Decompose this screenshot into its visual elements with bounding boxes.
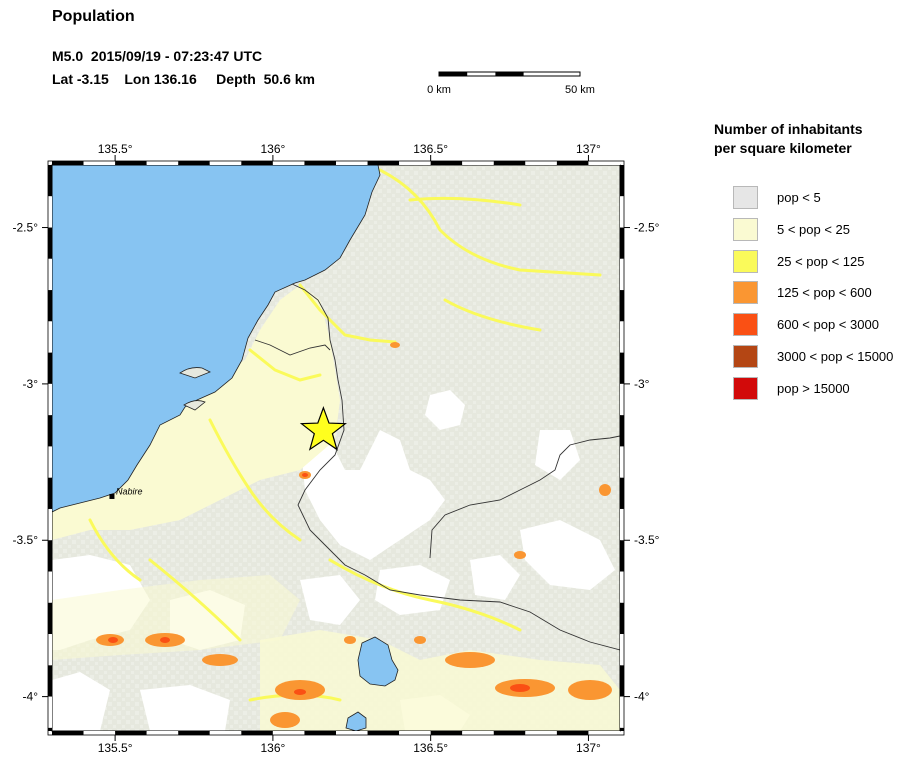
lat-tick-label-left: -3° (23, 377, 39, 391)
bay-water (52, 165, 381, 513)
lat-tick-label-right: -4° (634, 690, 650, 704)
population-high-density (96, 342, 612, 728)
lat-tick-label-right: -2.5° (634, 221, 660, 235)
lon-tick-label-bottom: 137° (576, 741, 601, 755)
lake (357, 636, 399, 687)
map-area: Nabire (52, 165, 620, 731)
island (179, 367, 211, 379)
lon-tick-label-top: 135.5° (98, 142, 133, 156)
lat-tick-label-left: -4° (23, 690, 39, 704)
axis-labels: 135.5° 135.5° 136° 136° 136.5° 136.5° 137° 137°… (13, 142, 660, 755)
lon-tick-label-top: 136° (260, 142, 285, 156)
legend-label: 3000 < pop < 15000 (777, 349, 894, 364)
location-info: Lat -3.15 Lon 136.16 Depth 50.6 km (52, 71, 315, 87)
svg-text:Nabire: Nabire (116, 486, 143, 496)
legend-swatch (733, 186, 758, 209)
page-title: Population (52, 8, 135, 25)
legend-swatch (733, 345, 758, 368)
epicenter-star-icon (299, 406, 347, 451)
lat-tick-label-left: -2.5° (13, 221, 39, 235)
legend-swatch (733, 376, 758, 400)
event-info: M5.0 2015/09/19 - 07:23:47 UTC (52, 48, 263, 64)
lat-tick-label-right: -3° (634, 377, 650, 391)
legend-label: pop < 5 (777, 190, 821, 205)
legend-swatch (733, 217, 758, 241)
place-nabire: Nabire (109, 486, 142, 499)
scale-start-label: 0 km (427, 84, 451, 96)
legend-swatch (733, 313, 758, 337)
legend-label: 5 < pop < 25 (777, 221, 851, 237)
population-very-high-density (108, 473, 530, 695)
legend-title: Number of inhabitants per square kilomet… (714, 121, 863, 156)
island (183, 400, 206, 411)
lon-tick-label-bottom: 135.5° (98, 741, 133, 755)
legend-swatch (733, 249, 758, 273)
scale-bar: 0 km 50 km (427, 71, 595, 96)
legend-label: 25 < pop < 125 (777, 253, 865, 269)
lon-tick-label-bottom: 136.5° (413, 741, 448, 755)
frame-border-ticks (47, 160, 625, 736)
legend-label: 125 < pop < 600 (777, 285, 872, 301)
regency-border-east (429, 435, 620, 559)
legend-swatch (733, 281, 758, 305)
lon-tick-label-top: 136.5° (413, 142, 448, 156)
scale-end-label: 50 km (565, 84, 595, 96)
lat-tick-label-left: -3.5° (13, 533, 39, 547)
legend-label: 600 < pop < 3000 (777, 317, 879, 333)
province-border (291, 283, 620, 651)
lat-tick-label-right: -3.5° (634, 533, 660, 547)
lon-tick-label-bottom: 136° (260, 741, 285, 755)
regency-border (254, 339, 331, 356)
legend-label: pop > 15000 (777, 380, 850, 396)
lake (345, 711, 367, 731)
lon-tick-label-top: 137° (576, 142, 601, 156)
